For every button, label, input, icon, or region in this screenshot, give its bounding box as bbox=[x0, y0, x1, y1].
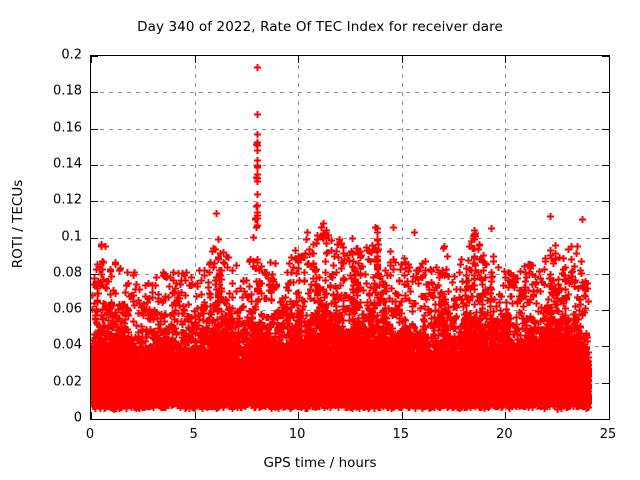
y-tick-label: 0.14 bbox=[53, 156, 82, 172]
y-tick-label: 0.04 bbox=[53, 337, 82, 353]
y-tick-label: 0.06 bbox=[53, 301, 82, 317]
y-tick-label: 0.08 bbox=[53, 265, 82, 281]
plot-area bbox=[90, 55, 610, 420]
x-tick-label: 10 bbox=[288, 427, 306, 442]
scatter-plot-canvas bbox=[91, 56, 609, 419]
x-tick-label: 15 bbox=[392, 427, 410, 442]
y-tick-label: 0 bbox=[73, 410, 82, 426]
chart-title: Day 340 of 2022, Rate Of TEC Index for r… bbox=[137, 19, 503, 35]
scatter-markers bbox=[91, 64, 592, 413]
y-tick-label: 0.18 bbox=[53, 83, 82, 99]
x-axis-title: GPS time / hours bbox=[263, 455, 377, 471]
data-points-layer bbox=[91, 64, 592, 413]
y-tick-label: 0.16 bbox=[53, 120, 82, 136]
x-tick-label: 0 bbox=[85, 427, 95, 442]
y-tick-label: 0.02 bbox=[53, 374, 82, 390]
gridlines bbox=[91, 56, 609, 419]
y-tick-label: 0.1 bbox=[61, 229, 82, 244]
y-tick-label: 0.12 bbox=[53, 192, 82, 208]
x-tick-label: 5 bbox=[189, 427, 198, 442]
axis-ticks bbox=[91, 56, 609, 419]
x-tick-label: 25 bbox=[599, 427, 617, 442]
y-tick-label: 0.2 bbox=[61, 47, 82, 63]
x-tick-label: 20 bbox=[496, 427, 513, 442]
